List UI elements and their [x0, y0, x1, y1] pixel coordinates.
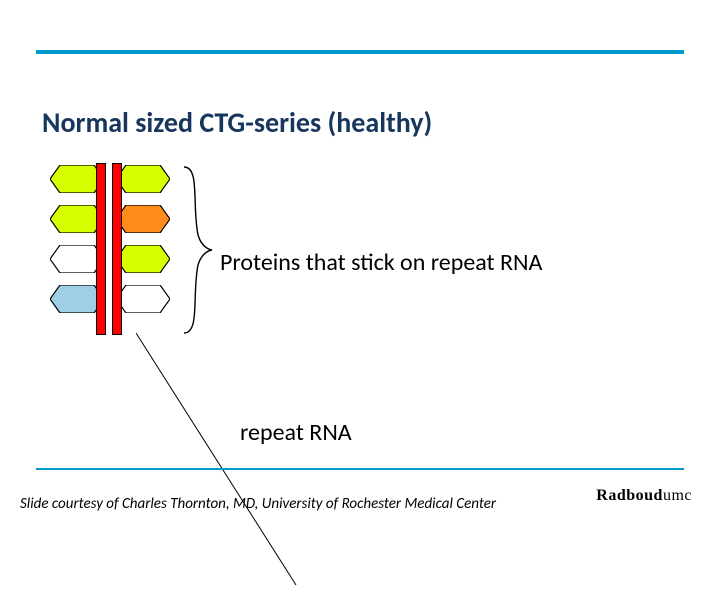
protein-hex-right [116, 165, 170, 193]
slide-credit: Slide courtesy of Charles Thornton, MD, … [20, 495, 496, 513]
proteins-label: Proteins that stick on repeat RNA [220, 248, 542, 277]
slide-title: Normal sized CTG-series (healthy) [42, 105, 432, 140]
protein-hex-right [116, 245, 170, 273]
top-rule [36, 50, 684, 54]
brace-icon [178, 165, 218, 335]
radboudumc-logo: Radboudumc [596, 486, 692, 505]
logo-rest: umc [663, 487, 692, 504]
repeat-rna-label: repeat RNA [240, 418, 352, 447]
protein-row [50, 165, 170, 197]
ctg-diagram [50, 165, 200, 340]
protein-row [50, 285, 170, 317]
leader-line [136, 333, 336, 593]
repeat-rna-bar-left [96, 163, 106, 335]
protein-row [50, 245, 170, 277]
logo-bold: Radboud [596, 487, 663, 504]
protein-hex-right [116, 285, 170, 313]
bottom-rule [36, 468, 684, 470]
protein-hex-right [116, 205, 170, 233]
protein-row [50, 205, 170, 237]
repeat-rna-bar-right [112, 163, 122, 335]
